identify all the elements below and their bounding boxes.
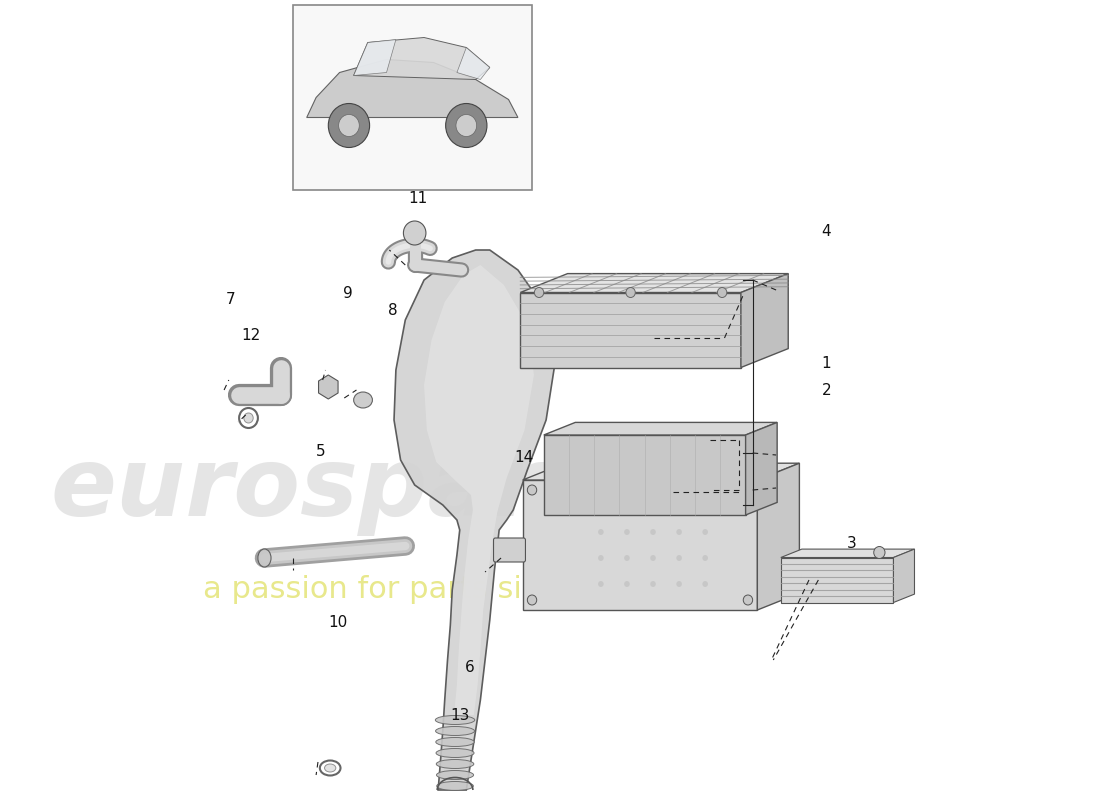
Circle shape [598, 581, 604, 587]
Circle shape [676, 581, 682, 587]
Polygon shape [522, 480, 757, 610]
Circle shape [744, 595, 752, 605]
Circle shape [535, 287, 543, 298]
Circle shape [873, 546, 886, 558]
Circle shape [717, 287, 727, 298]
Text: 14: 14 [514, 450, 534, 465]
Text: 12: 12 [242, 329, 261, 343]
Ellipse shape [257, 549, 271, 567]
Text: eurospares: eurospares [51, 443, 666, 537]
Circle shape [404, 221, 426, 245]
Circle shape [650, 555, 656, 561]
Polygon shape [425, 265, 534, 715]
Text: a passion for parts since 1985: a passion for parts since 1985 [202, 575, 664, 605]
Circle shape [624, 581, 630, 587]
Ellipse shape [436, 726, 474, 735]
Text: 1: 1 [822, 357, 832, 371]
Polygon shape [543, 435, 746, 515]
Circle shape [676, 555, 682, 561]
Polygon shape [456, 47, 490, 79]
Circle shape [650, 581, 656, 587]
Polygon shape [353, 38, 490, 79]
Polygon shape [893, 549, 914, 602]
Text: 7: 7 [226, 293, 235, 307]
Polygon shape [353, 39, 396, 75]
Text: 8: 8 [388, 303, 397, 318]
Text: 5: 5 [316, 445, 326, 459]
Text: 9: 9 [343, 286, 353, 301]
Circle shape [626, 287, 636, 298]
Text: 13: 13 [450, 709, 470, 723]
Polygon shape [394, 250, 556, 790]
Circle shape [676, 529, 682, 535]
Circle shape [244, 413, 253, 423]
Polygon shape [522, 463, 800, 480]
Polygon shape [757, 463, 800, 610]
Text: 3: 3 [847, 537, 857, 551]
Circle shape [598, 555, 604, 561]
Text: 6: 6 [465, 661, 475, 675]
Circle shape [527, 485, 537, 495]
Polygon shape [520, 274, 789, 293]
Ellipse shape [324, 764, 336, 772]
FancyBboxPatch shape [494, 538, 526, 562]
Ellipse shape [437, 759, 474, 769]
Polygon shape [741, 274, 789, 367]
Text: 2: 2 [822, 383, 832, 398]
Bar [293, 5, 532, 190]
Circle shape [446, 103, 487, 147]
Polygon shape [746, 422, 777, 515]
Polygon shape [307, 59, 518, 118]
Text: 10: 10 [328, 615, 348, 630]
Circle shape [339, 114, 360, 137]
Polygon shape [781, 558, 893, 602]
Polygon shape [543, 422, 777, 435]
Polygon shape [781, 549, 914, 558]
Text: 11: 11 [409, 191, 428, 206]
Circle shape [703, 529, 708, 535]
Circle shape [703, 555, 708, 561]
Ellipse shape [436, 749, 474, 758]
Circle shape [624, 529, 630, 535]
Circle shape [744, 485, 752, 495]
Ellipse shape [436, 738, 474, 746]
Circle shape [328, 103, 370, 147]
Ellipse shape [436, 715, 475, 725]
Ellipse shape [353, 392, 373, 408]
Circle shape [624, 555, 630, 561]
Circle shape [598, 529, 604, 535]
Circle shape [650, 529, 656, 535]
Ellipse shape [437, 782, 473, 790]
Text: 4: 4 [822, 225, 832, 239]
Ellipse shape [437, 770, 474, 779]
Circle shape [456, 114, 476, 137]
Circle shape [703, 581, 708, 587]
Polygon shape [520, 293, 741, 367]
Circle shape [527, 595, 537, 605]
